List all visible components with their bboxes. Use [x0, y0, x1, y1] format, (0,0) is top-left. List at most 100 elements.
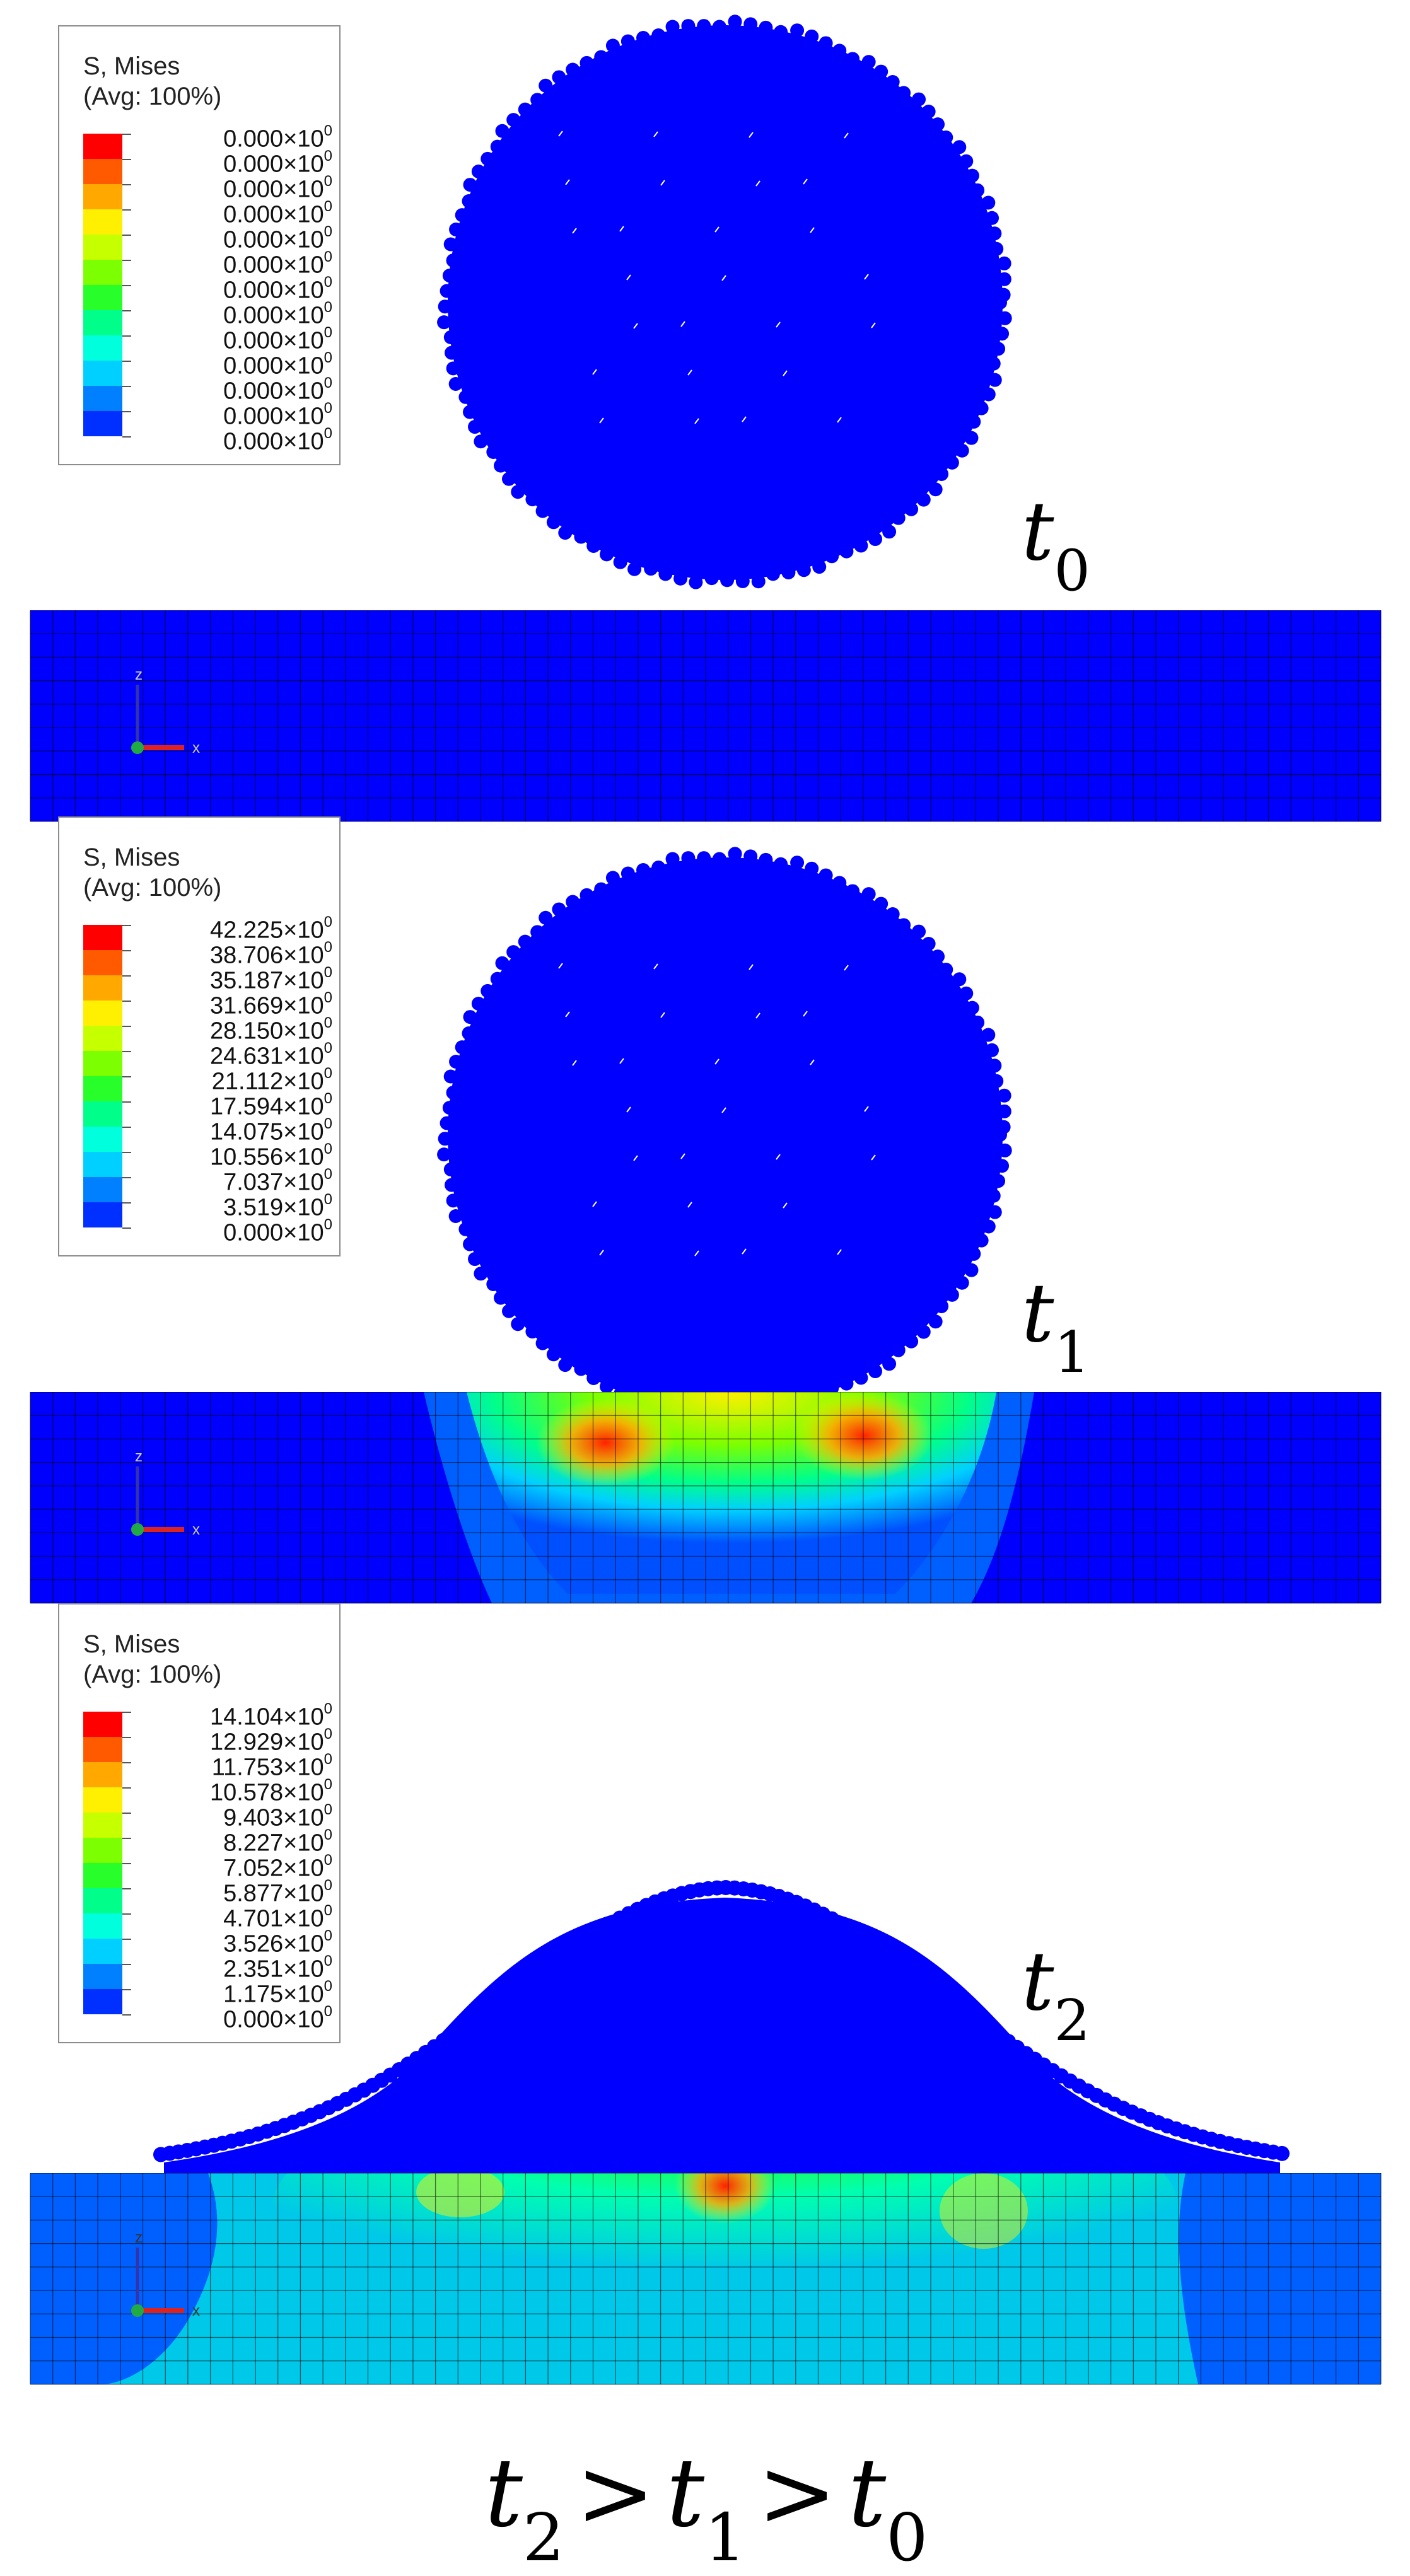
legend-value: 10.556×100	[209, 1140, 332, 1171]
legend-swatch	[83, 260, 122, 285]
legend-value: 5.877×100	[223, 1877, 332, 1907]
rel-t2: t2	[484, 2439, 565, 2576]
legend-t2: S, Mises (Avg: 100%) 14.104×100 12.929×10…	[58, 1603, 341, 2043]
dome-body	[164, 1898, 1280, 2175]
legend-value: 14.075×100	[209, 1115, 332, 1146]
legend-tick	[122, 361, 131, 362]
legend-value: 14.104×100	[209, 1700, 332, 1731]
legend-value: 21.112×100	[211, 1065, 332, 1095]
legend-value: 0.000×100	[223, 1216, 332, 1246]
axis-z-label: z	[135, 2229, 143, 2246]
legend-value: 10.578×100	[209, 1776, 332, 1806]
legend-title: S, Mises	[83, 1630, 180, 1658]
time-order-relation: t2 > t1 > t0	[441, 2446, 971, 2570]
legend-title: S, Mises	[83, 52, 180, 80]
low-stress-right	[1179, 2173, 1381, 2384]
legend-value: 9.403×100	[223, 1801, 332, 1831]
axis-triad-t2: z x	[131, 2229, 200, 2319]
legend-swatch	[83, 1202, 122, 1227]
legend-tick	[122, 1712, 131, 1713]
hot-spot-right	[795, 1392, 933, 1480]
legend-swatch	[83, 1964, 122, 1989]
legend-tick	[122, 1964, 131, 1965]
legend-subtitle: (Avg: 100%)	[83, 874, 222, 902]
sphere-body	[448, 25, 1003, 580]
legend-tick	[122, 1152, 131, 1153]
legend-value: 3.526×100	[223, 1927, 332, 1958]
legend-swatch	[83, 335, 122, 361]
legend-value: 0.000×100	[223, 400, 332, 430]
legend-swatch	[83, 1712, 122, 1737]
axis-x-label: x	[192, 740, 200, 757]
rel-op-2: >	[757, 2439, 837, 2548]
legend-value: 0.000×100	[223, 148, 332, 178]
legend-tick	[122, 159, 131, 160]
time-label-t1: t1	[1022, 1273, 1090, 1381]
substrate-t1: z x	[30, 1392, 1382, 1604]
time-label-t0: t0	[1022, 492, 1090, 600]
legend-value: 0.000×100	[223, 198, 332, 228]
axis-z-label: z	[135, 666, 143, 683]
legend-tick	[122, 1838, 131, 1839]
legend-tick	[122, 260, 131, 261]
time-base: t	[1022, 1267, 1054, 1361]
legend-swatch	[83, 1051, 122, 1076]
legend-swatch	[83, 925, 122, 950]
legend-tick	[122, 1026, 131, 1027]
legend-swatch	[83, 361, 122, 386]
legend-swatch	[83, 1001, 122, 1026]
legend-value: 0.000×100	[223, 2003, 332, 2033]
axis-x-label: x	[192, 1521, 200, 1538]
legend-swatch	[83, 1101, 122, 1127]
legend-swatch	[83, 1913, 122, 1939]
legend-tick	[122, 1863, 131, 1864]
legend-swatch	[83, 134, 122, 159]
legend-swatch	[83, 1813, 122, 1838]
axis-triad-t1: z x	[131, 1448, 200, 1538]
legend-tick	[122, 335, 131, 337]
legend-swatch	[83, 235, 122, 260]
particle-sphere-t1	[437, 847, 1012, 1406]
legend-value: 35.187×100	[209, 964, 332, 994]
legend-value: 1.175×100	[223, 1978, 332, 2008]
particle-dome-t2	[153, 1880, 1290, 2175]
legend-value: 0.000×100	[223, 324, 332, 354]
legend-tick	[122, 1076, 131, 1077]
rel-t0: t0	[848, 2439, 928, 2576]
legend-value: 28.150×100	[209, 1014, 332, 1045]
legend-subtitle: (Avg: 100%)	[83, 1661, 222, 1688]
axis-triad-t0: z x	[131, 666, 200, 757]
legend-swatch	[83, 1152, 122, 1177]
legend-value: 0.000×100	[223, 173, 332, 203]
legend-tick	[122, 1787, 131, 1789]
rel-op-1: >	[576, 2439, 655, 2548]
legend-swatch	[83, 285, 122, 310]
legend-swatch	[83, 1787, 122, 1813]
legend-swatch	[83, 386, 122, 411]
particle-sphere-t0	[437, 15, 1012, 589]
time-sub: 0	[1054, 537, 1090, 604]
legend-swatch	[83, 1863, 122, 1888]
legend-t0: S, Mises (Avg: 100%) 0.000×100 0.000×100 0…	[58, 25, 341, 465]
legend-subtitle: (Avg: 100%)	[83, 83, 222, 110]
legend-value: 0.000×100	[223, 425, 332, 455]
legend-value: 3.519×100	[223, 1191, 332, 1221]
legend-tick	[122, 1913, 131, 1915]
legend-swatch	[83, 1177, 122, 1202]
legend-value: 2.351×100	[223, 1952, 332, 1983]
legend-swatch	[83, 1762, 122, 1787]
legend-value: 7.037×100	[223, 1166, 332, 1196]
time-sub: 1	[1054, 1319, 1090, 1386]
legend-swatch	[83, 1939, 122, 1964]
legend-value: 0.000×100	[223, 248, 332, 279]
legend-tick	[122, 184, 131, 185]
panel-t1: S, Mises (Avg: 100%) 42.225×100 38.706×10…	[0, 816, 1410, 1608]
legend-tick	[122, 2014, 131, 2016]
legend-tick	[122, 1227, 131, 1229]
legend-swatch	[83, 1737, 122, 1762]
legend-tick	[122, 1177, 131, 1178]
legend-value: 38.706×100	[209, 939, 332, 969]
legend-swatch	[83, 975, 122, 1001]
legend-tick	[122, 1127, 131, 1128]
legend-tick	[122, 411, 131, 412]
